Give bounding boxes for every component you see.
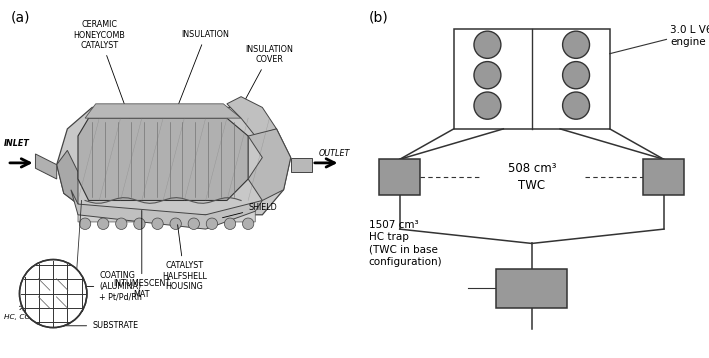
Bar bbox=[379, 159, 420, 195]
Bar bbox=[644, 159, 684, 195]
Circle shape bbox=[474, 31, 501, 58]
Text: INTUMESCENT
MAT: INTUMESCENT MAT bbox=[113, 211, 170, 299]
Text: 508 cm³
TWC: 508 cm³ TWC bbox=[508, 162, 556, 192]
Text: INSULATION
COVER: INSULATION COVER bbox=[242, 45, 294, 105]
Text: SHIELD: SHIELD bbox=[223, 203, 277, 218]
Text: 3.0 L V6
engine: 3.0 L V6 engine bbox=[670, 25, 709, 47]
Polygon shape bbox=[227, 97, 277, 136]
Circle shape bbox=[98, 218, 109, 229]
Polygon shape bbox=[35, 154, 57, 179]
Circle shape bbox=[188, 218, 199, 229]
Circle shape bbox=[116, 218, 127, 229]
Circle shape bbox=[242, 218, 254, 229]
Text: INSULATION: INSULATION bbox=[178, 30, 230, 105]
Polygon shape bbox=[71, 190, 262, 229]
Text: CATALYST
HALFSHELL
HOUSING: CATALYST HALFSHELL HOUSING bbox=[162, 225, 207, 291]
Text: COATING
(ALUMINA)
+ Pt/Pd/Rh: COATING (ALUMINA) + Pt/Pd/Rh bbox=[70, 271, 142, 301]
Circle shape bbox=[79, 218, 91, 229]
Circle shape bbox=[563, 62, 590, 89]
Text: (b): (b) bbox=[369, 11, 389, 25]
Polygon shape bbox=[57, 150, 78, 204]
Bar bbox=[496, 268, 567, 308]
Polygon shape bbox=[57, 107, 291, 215]
Polygon shape bbox=[85, 104, 241, 118]
Text: HC, CO, NOₓ: HC, CO, NOₓ bbox=[4, 314, 49, 320]
Circle shape bbox=[206, 218, 218, 229]
Circle shape bbox=[563, 92, 590, 119]
Text: (a): (a) bbox=[11, 11, 30, 25]
Polygon shape bbox=[78, 211, 255, 222]
Polygon shape bbox=[291, 158, 312, 172]
Text: 1507 cm³
HC trap
(TWC in base
configuration): 1507 cm³ HC trap (TWC in base configurat… bbox=[369, 220, 442, 267]
Text: SUBSTRATE: SUBSTRATE bbox=[56, 321, 138, 330]
Circle shape bbox=[224, 218, 235, 229]
Circle shape bbox=[19, 260, 86, 328]
Circle shape bbox=[134, 218, 145, 229]
Bar bbox=[454, 29, 610, 129]
Circle shape bbox=[474, 62, 501, 89]
Text: OUTLET: OUTLET bbox=[319, 149, 350, 159]
Polygon shape bbox=[248, 129, 291, 200]
Circle shape bbox=[474, 92, 501, 119]
Circle shape bbox=[170, 218, 182, 229]
Polygon shape bbox=[78, 118, 248, 200]
Text: CERAMIC
HONEYCOMB
CATALYST: CERAMIC HONEYCOMB CATALYST bbox=[73, 20, 134, 130]
Circle shape bbox=[563, 31, 590, 58]
Text: INLET: INLET bbox=[4, 139, 29, 148]
Circle shape bbox=[152, 218, 163, 229]
